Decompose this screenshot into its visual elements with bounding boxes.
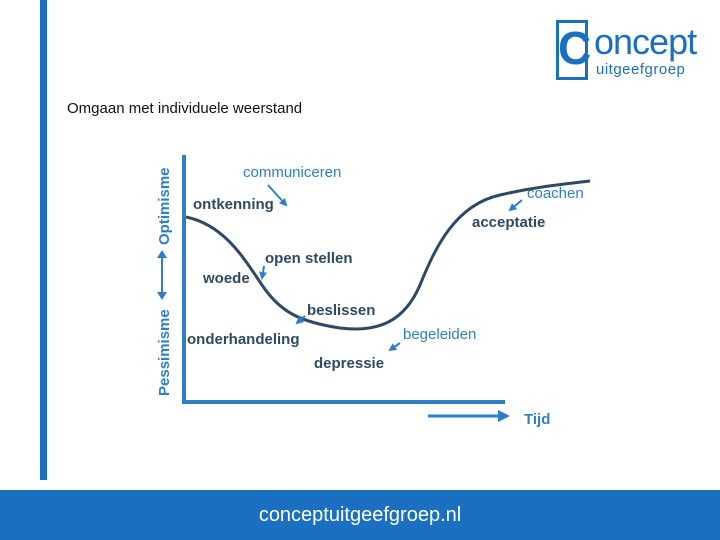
label-coachen: coachen xyxy=(527,185,584,202)
time-arrow-head xyxy=(498,410,510,422)
label-acceptatie: acceptatie xyxy=(472,214,545,231)
slide-title: Omgaan met individuele weerstand xyxy=(67,100,303,117)
arrow-coachen xyxy=(508,199,523,212)
y-axis-label-pessimisme: Pessimisme xyxy=(156,309,173,396)
footer-bar: conceptuitgeefgroep.nl xyxy=(0,490,720,540)
logo-letter: C xyxy=(558,22,592,74)
label-open-stellen: open stellen xyxy=(265,250,353,267)
left-accent-bar xyxy=(40,0,47,480)
label-depressie: depressie xyxy=(314,355,384,372)
label-begeleiden: begeleiden xyxy=(403,326,476,343)
arrow-beslissen xyxy=(295,315,306,325)
label-ontkenning: ontkenning xyxy=(193,196,274,213)
label-woede: woede xyxy=(202,270,250,287)
label-onderhandeling: onderhandeling xyxy=(187,331,300,348)
y-axis-label-optimisme: Optimisme xyxy=(156,167,173,245)
y-axis-double-arrow xyxy=(157,250,167,300)
logo-word: oncept xyxy=(594,21,697,62)
x-axis-label-tijd: Tijd xyxy=(524,411,550,428)
footer-url[interactable]: conceptuitgeefgroep.nl xyxy=(258,504,462,526)
company-logo: C oncept uitgeefgroep xyxy=(552,18,697,88)
change-curve xyxy=(185,179,591,331)
arrow-begeleiden xyxy=(388,342,401,352)
logo-subtitle: uitgeefgroep xyxy=(596,61,686,78)
label-beslissen: beslissen xyxy=(307,302,375,319)
arrow-open-stellen xyxy=(259,265,267,280)
logo-frame xyxy=(556,20,588,80)
label-communiceren: communiceren xyxy=(243,164,341,181)
arrow-communiceren xyxy=(267,184,288,207)
